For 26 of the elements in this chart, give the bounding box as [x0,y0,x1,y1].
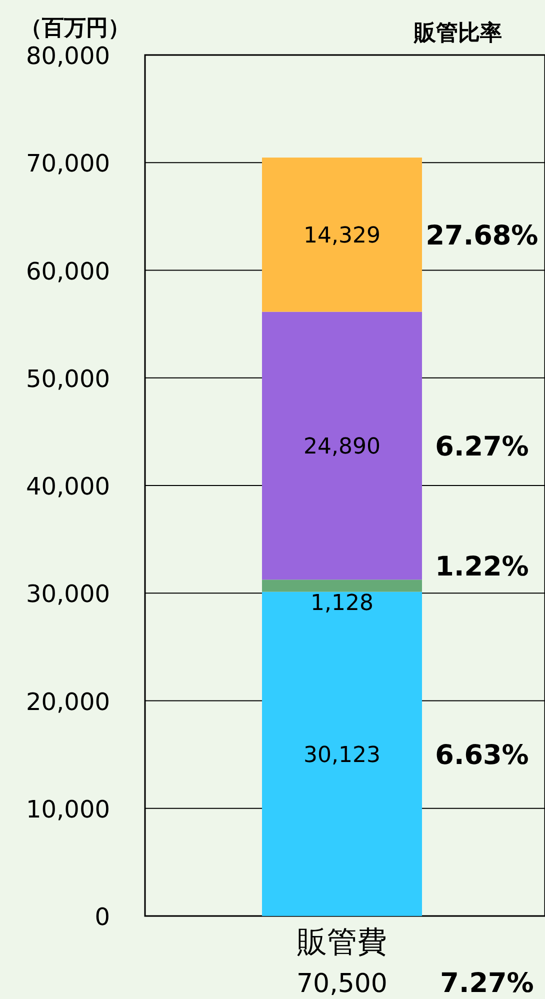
y-tick-label: 80,000 [26,42,110,70]
data-label: 30,123 [304,742,380,768]
bar [262,312,422,580]
bar [262,580,422,592]
y-tick-label: 40,000 [26,472,110,500]
annotation: 1.22% [435,552,529,583]
y-tick-label: 0 [94,903,110,931]
data-label: 24,890 [304,434,380,460]
text: 7.27% [440,968,534,999]
bar [262,592,422,916]
y-tick-label: 10,000 [26,795,110,824]
annotation: 27.68% [426,220,538,252]
y-tick-label: 30,000 [26,580,110,608]
y-axis-title: （百万円） [20,16,130,41]
x-tick-label: 販管費 [297,925,387,960]
text: 70,500 [296,969,388,999]
data-label: 14,329 [304,224,380,249]
chart-title: 販管比率 [413,20,502,46]
y-tick-label: 70,000 [26,150,110,178]
data-label: 1,128 [310,590,374,616]
annotation: 6.27% [435,432,529,463]
annotation: 6.63% [435,740,529,771]
bar [262,158,422,312]
y-tick-label: 60,000 [26,257,110,286]
y-tick-label: 50,000 [26,364,110,393]
y-tick-label: 20,000 [26,688,110,716]
